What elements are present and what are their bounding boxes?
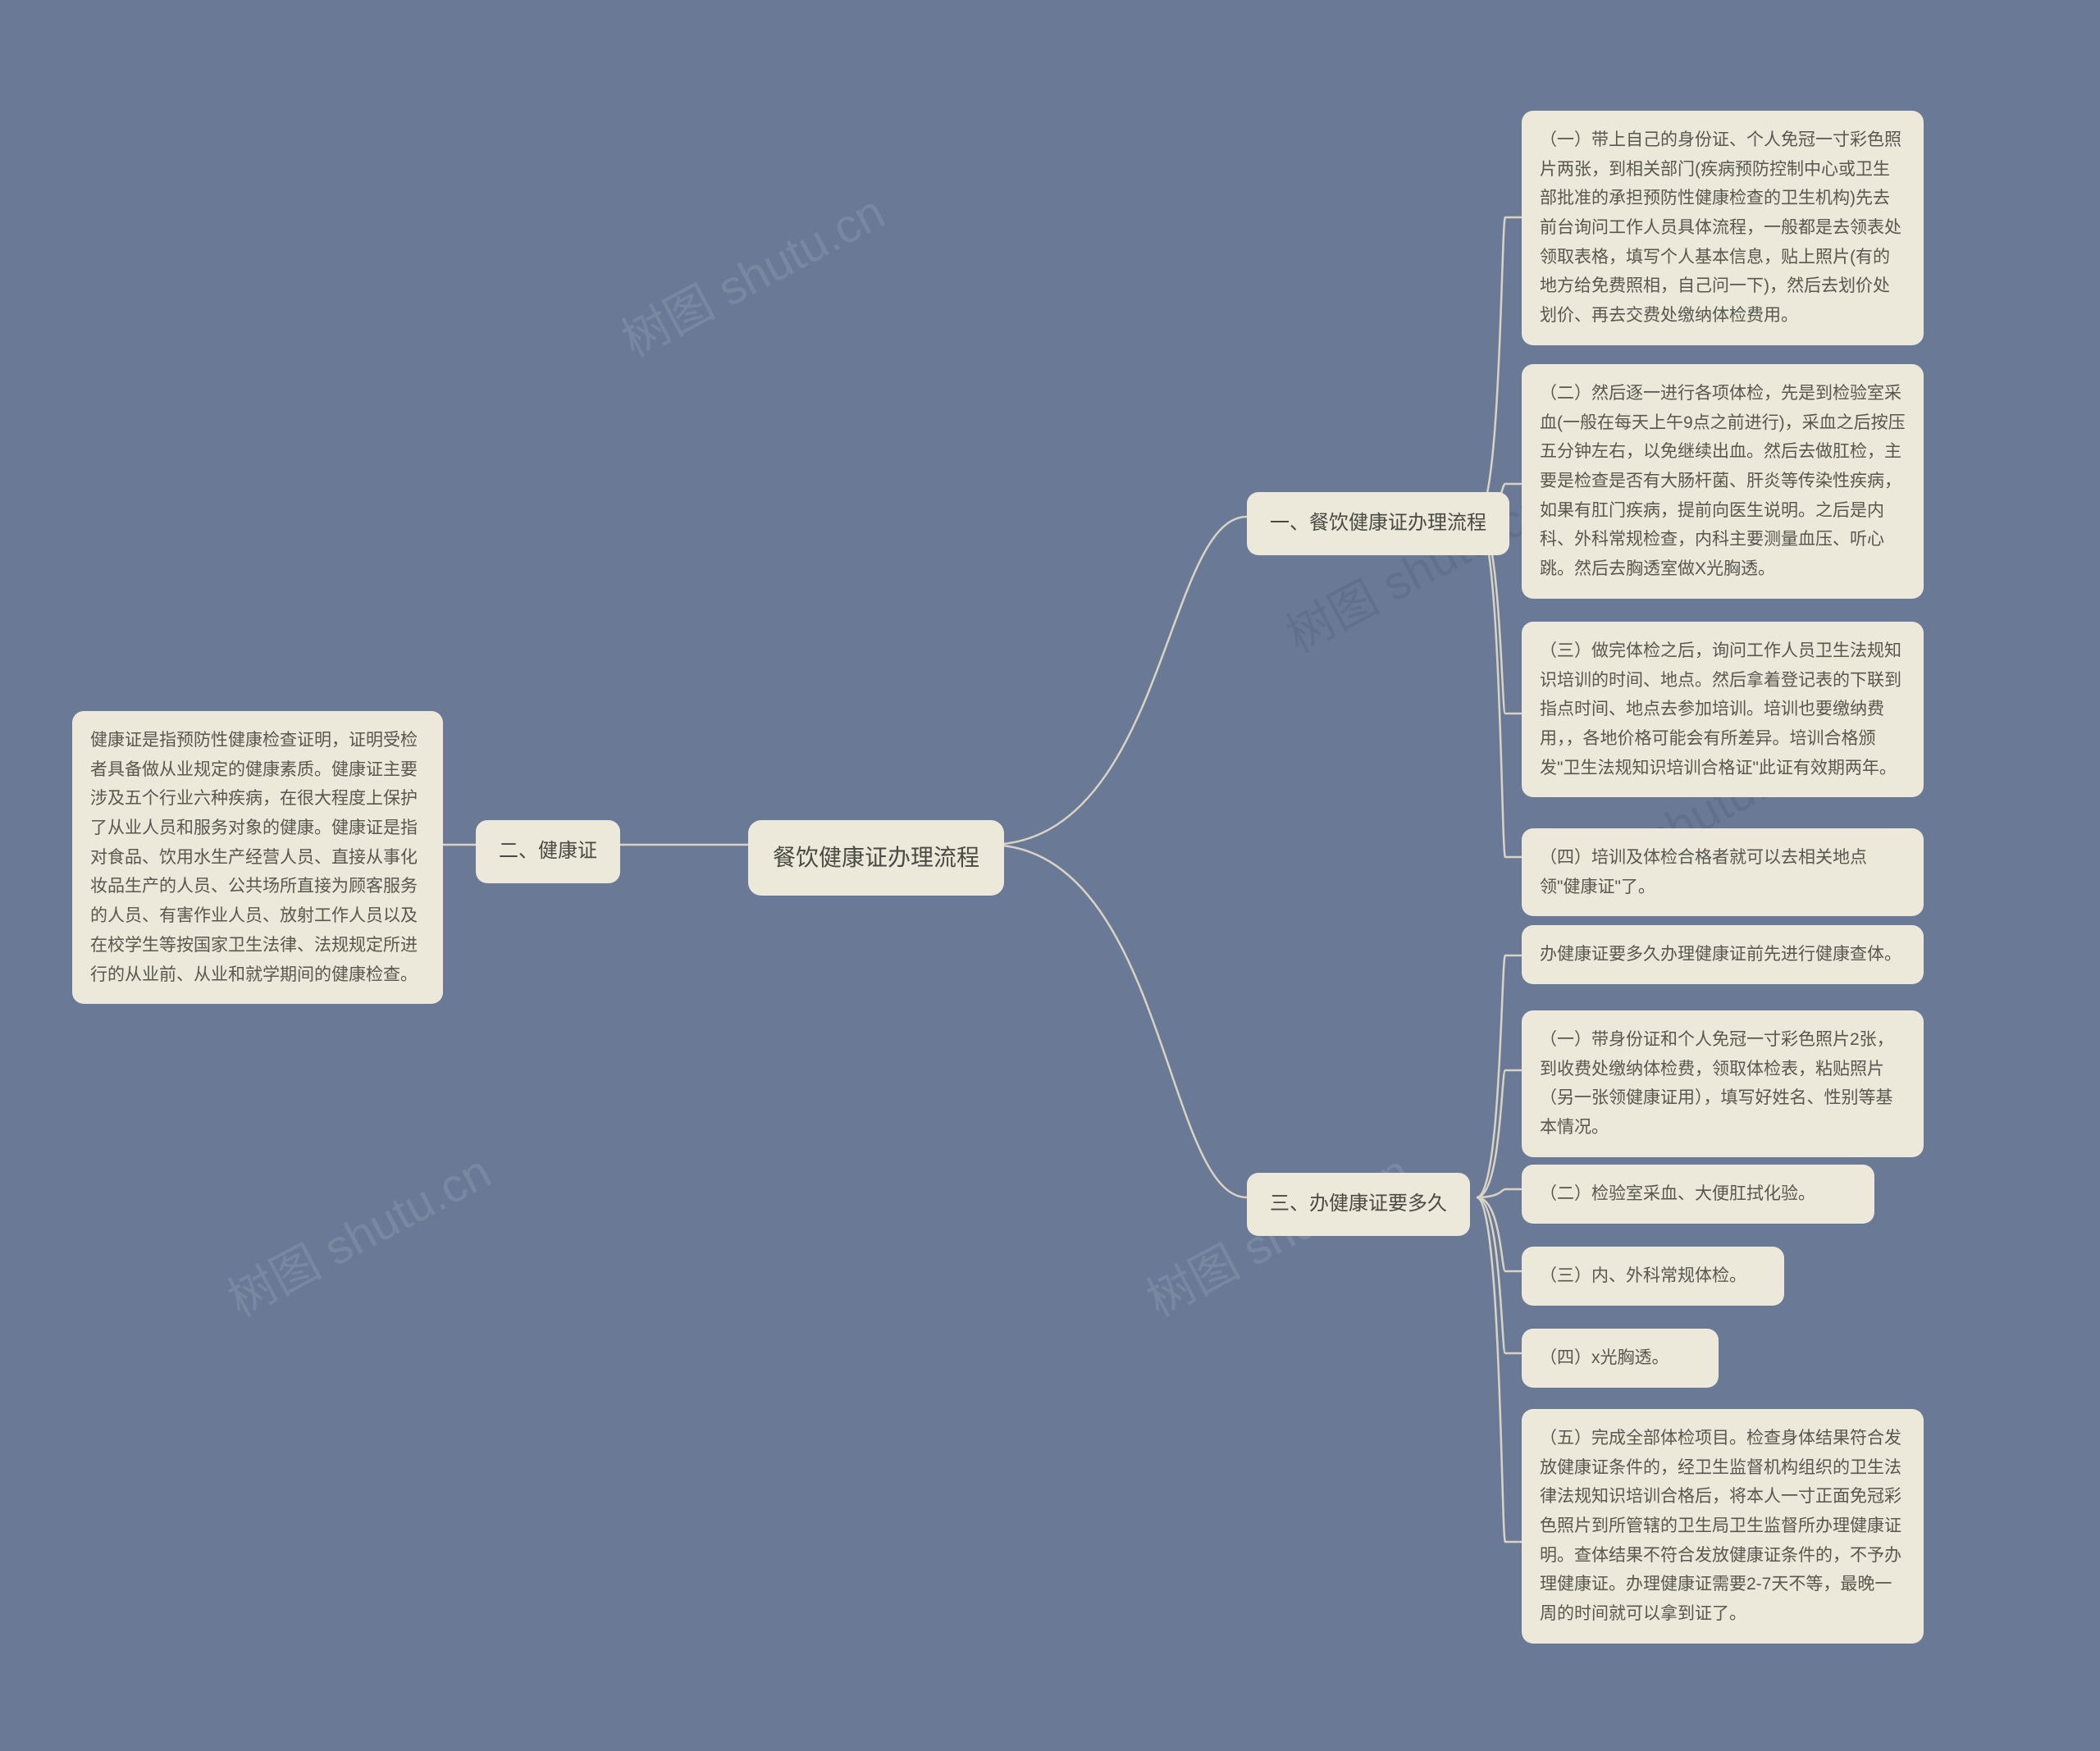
- branch-3-leaf-3[interactable]: （二）检验室采血、大便肛拭化验。: [1522, 1165, 1874, 1224]
- branch-1[interactable]: 一、餐饮健康证办理流程: [1247, 492, 1509, 555]
- branch-1-leaf-3[interactable]: （三）做完体检之后，询问工作人员卫生法规知识培训的时间、地点。然后拿着登记表的下…: [1522, 622, 1924, 797]
- branch-1-leaf-4[interactable]: （四）培训及体检合格者就可以去相关地点领"健康证"了。: [1522, 828, 1924, 916]
- branch-1-leaf-1[interactable]: （一）带上自己的身份证、个人免冠一寸彩色照片两张，到相关部门(疾病预防控制中心或…: [1522, 111, 1924, 345]
- branch-1-leaf-2[interactable]: （二）然后逐一进行各项体检，先是到检验室采血(一般在每天上午9点之前进行)，采血…: [1522, 364, 1924, 599]
- root-node[interactable]: 餐饮健康证办理流程: [748, 820, 1004, 896]
- watermark: 树图 shutu.cn: [608, 174, 895, 370]
- watermark: 树图 shutu.cn: [214, 1133, 501, 1329]
- branch-3[interactable]: 三、办健康证要多久: [1247, 1173, 1470, 1236]
- branch-3-leaf-1[interactable]: 办健康证要多久办理健康证前先进行健康查体。: [1522, 925, 1924, 984]
- branch-3-leaf-6[interactable]: （五）完成全部体检项目。检查身体结果符合发放健康证条件的，经卫生监督机构组织的卫…: [1522, 1409, 1924, 1644]
- branch-3-leaf-2[interactable]: （一）带身份证和个人免冠一寸彩色照片2张，到收费处缴纳体检费，领取体检表，粘贴照…: [1522, 1010, 1924, 1157]
- branch-3-leaf-4[interactable]: （三）内、外科常规体检。: [1522, 1247, 1784, 1306]
- branch-2[interactable]: 二、健康证: [476, 820, 620, 883]
- branch-3-leaf-5[interactable]: （四）x光胸透。: [1522, 1329, 1719, 1388]
- branch-2-leaf-1[interactable]: 健康证是指预防性健康检查证明，证明受检者具备做从业规定的健康素质。健康证主要涉及…: [72, 711, 443, 1004]
